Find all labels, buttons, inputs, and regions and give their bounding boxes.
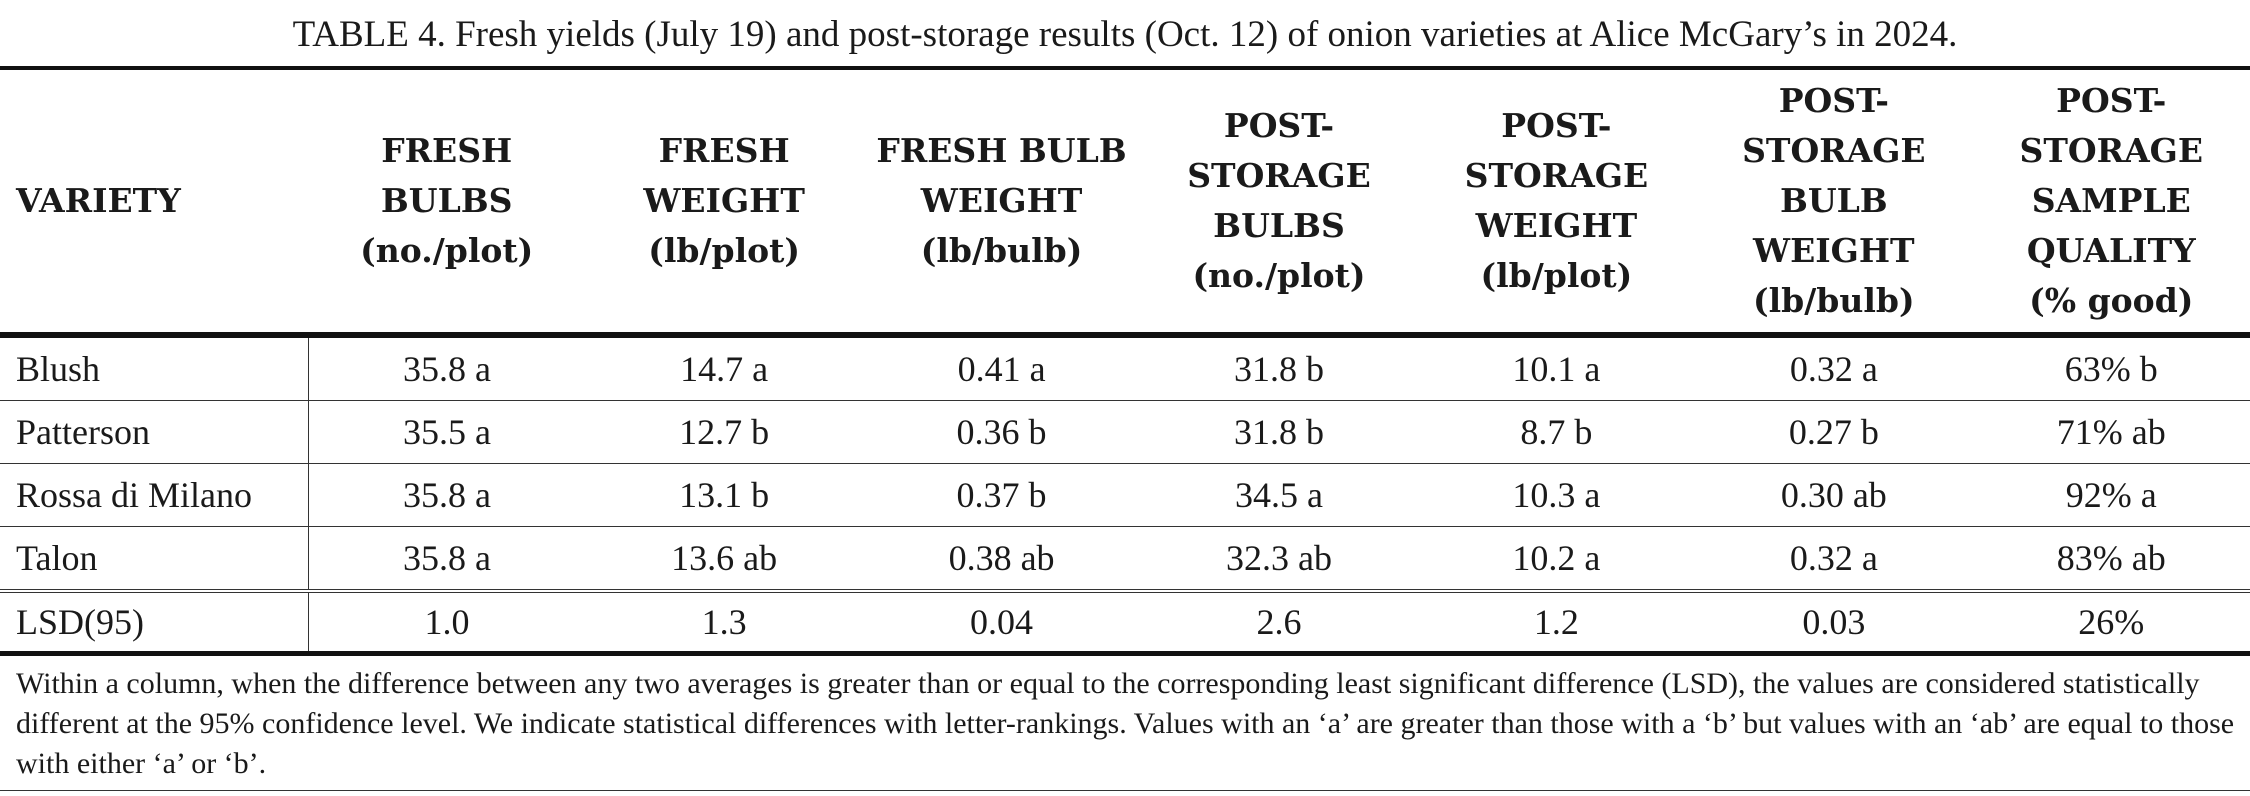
header-line: WEIGHT <box>920 181 1083 220</box>
value-cell: 71% ab <box>1972 400 2250 464</box>
value-cell: 14.7 a <box>585 335 863 401</box>
header-line: BULB <box>1779 181 1888 220</box>
header-line: (no./plot) <box>1192 256 1366 295</box>
header-line: WEIGHT <box>643 181 805 220</box>
lsd-row: LSD(95) 1.0 1.3 0.04 2.6 1.2 0.03 26% <box>0 589 2250 656</box>
header-cell: POST- STORAGE WEIGHT (lb/plot) <box>1417 70 1696 338</box>
value-cell: 13.1 b <box>585 463 863 527</box>
value-cell: 0.41 a <box>862 335 1141 401</box>
header-cell: FRESH WEIGHT (lb/plot) <box>585 70 863 338</box>
header-line: WEIGHT <box>1475 206 1638 245</box>
header-cell: POST- STORAGE SAMPLE QUALITY (% good) <box>1972 70 2250 338</box>
header-line: (% good) <box>2029 281 2194 320</box>
value-cell: 83% ab <box>1972 526 2250 592</box>
header-line: (no./plot) <box>360 231 534 270</box>
value-cell: 10.3 a <box>1417 463 1696 527</box>
header-line: FRESH <box>381 131 513 170</box>
data-table: VARIETY FRESH BULBS (no./plot) FRESH WEIGHT (l… <box>0 70 2250 656</box>
header-line: POST- <box>1778 81 1889 120</box>
value-cell: 10.2 a <box>1417 526 1696 592</box>
header-line: POST- <box>1501 106 1612 145</box>
header-line: FRESH <box>658 131 790 170</box>
header-line: STORAGE <box>1187 156 1371 195</box>
header-cell: FRESH BULB WEIGHT (lb/bulb) <box>862 70 1141 338</box>
value-cell: 35.8 a <box>308 526 586 592</box>
variety-cell: Blush <box>0 335 309 401</box>
table-row: Patterson 35.5 a 12.7 b 0.36 b 31.8 b 8.7 b 0.… <box>0 400 2250 464</box>
value-cell: 0.38 ab <box>862 526 1141 592</box>
header-line: STORAGE <box>2019 131 2204 170</box>
value-cell: 63% b <box>1972 335 2250 401</box>
header-line: (lb/bulb) <box>1753 281 1915 320</box>
lsd-value: 2.6 <box>1140 589 1418 656</box>
header-line: POST- <box>1223 106 1335 145</box>
value-cell: 0.32 a <box>1695 335 1973 401</box>
header-line: STORAGE <box>1742 131 1926 170</box>
variety-cell: Patterson <box>0 400 309 464</box>
table-title: TABLE 4. Fresh yields (July 19) and post… <box>0 0 2250 70</box>
value-cell: 13.6 ab <box>585 526 863 592</box>
lsd-label: LSD(95) <box>0 589 309 656</box>
lsd-value: 0.04 <box>862 589 1141 656</box>
value-cell: 32.3 ab <box>1140 526 1418 592</box>
value-cell: 92% a <box>1972 463 2250 527</box>
header-line: QUALITY <box>2026 231 2196 270</box>
lsd-value: 0.03 <box>1695 589 1973 656</box>
value-cell: 0.37 b <box>862 463 1141 527</box>
value-cell: 0.36 b <box>862 400 1141 464</box>
header-line: BULBS <box>380 181 513 220</box>
lsd-value: 26% <box>1972 589 2250 656</box>
value-cell: 31.8 b <box>1140 400 1418 464</box>
table-body: Blush 35.8 a 14.7 a 0.41 a 31.8 b 10.1 a 0.32 … <box>0 335 2250 656</box>
header-line: POST- <box>2056 81 2167 120</box>
header-line: VARIETY <box>16 181 181 220</box>
variety-cell: Rossa di Milano <box>0 463 309 527</box>
value-cell: 31.8 b <box>1140 335 1418 401</box>
value-cell: 35.8 a <box>308 335 586 401</box>
variety-cell: Talon <box>0 526 309 592</box>
header-line: WEIGHT <box>1753 231 1915 270</box>
header-line: SAMPLE <box>2031 181 2191 220</box>
table-row: Talon 35.8 a 13.6 ab 0.38 ab 32.3 ab 10.2 a 0.… <box>0 526 2250 592</box>
value-cell: 12.7 b <box>585 400 863 464</box>
lsd-value: 1.2 <box>1417 589 1696 656</box>
header-cell: VARIETY <box>0 70 308 338</box>
table-row: Blush 35.8 a 14.7 a 0.41 a 31.8 b 10.1 a 0.32 … <box>0 335 2250 401</box>
value-cell: 35.8 a <box>308 463 586 527</box>
header-line: FRESH BULB <box>876 131 1127 170</box>
header-line: BULBS <box>1213 206 1345 245</box>
header-cell: POST- STORAGE BULB WEIGHT (lb/bulb) <box>1695 70 1973 338</box>
header-row: VARIETY FRESH BULBS (no./plot) FRESH WEIGHT (l… <box>0 70 2250 338</box>
header-cell: FRESH BULBS (no./plot) <box>308 70 586 338</box>
lsd-value: 1.3 <box>585 589 863 656</box>
value-cell: 10.1 a <box>1417 335 1696 401</box>
footnote: Within a column, when the difference bet… <box>0 656 2250 791</box>
header-line: (lb/plot) <box>648 231 801 270</box>
value-cell: 34.5 a <box>1140 463 1418 527</box>
value-cell: 0.32 a <box>1695 526 1973 592</box>
value-cell: 35.5 a <box>308 400 586 464</box>
header-line: STORAGE <box>1464 156 1649 195</box>
header-cell: POST- STORAGE BULBS (no./plot) <box>1140 70 1418 338</box>
value-cell: 0.30 ab <box>1695 463 1973 527</box>
header-line: (lb/bulb) <box>920 231 1083 270</box>
value-cell: 0.27 b <box>1695 400 1973 464</box>
lsd-value: 1.0 <box>308 589 586 656</box>
value-cell: 8.7 b <box>1417 400 1696 464</box>
header-line: (lb/plot) <box>1480 256 1633 295</box>
